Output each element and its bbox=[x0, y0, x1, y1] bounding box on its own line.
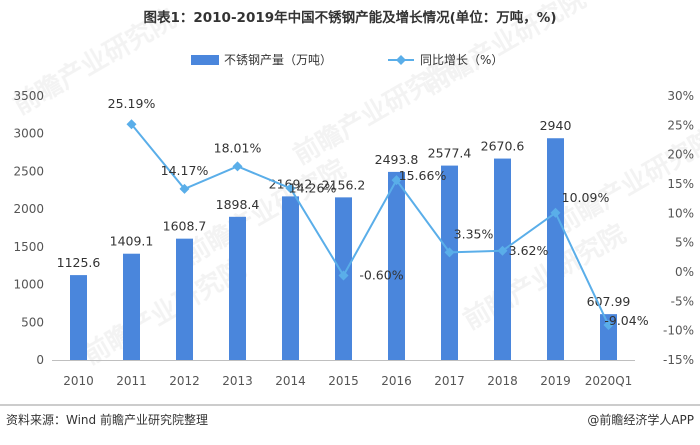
bar-data-label: 1608.7 bbox=[163, 219, 207, 234]
x-tick-label: 2011 bbox=[116, 374, 147, 388]
line-data-label: 3.62% bbox=[509, 243, 549, 258]
line-data-label: 14.26% bbox=[289, 180, 337, 195]
line-point bbox=[126, 119, 137, 130]
bar-data-label: 2493.8 bbox=[375, 152, 419, 167]
x-tick-label: 2019 bbox=[540, 374, 571, 388]
x-tick-label: 2010 bbox=[63, 374, 94, 388]
footer-source: 资料来源：Wind 前瞻产业研究院整理 bbox=[6, 412, 208, 427]
bar bbox=[547, 138, 564, 360]
line-point bbox=[391, 175, 402, 186]
bar-data-label: 607.99 bbox=[587, 294, 631, 309]
line-point bbox=[338, 270, 349, 281]
y-left-tick-label: 3000 bbox=[13, 127, 44, 141]
legend-bar-swatch bbox=[191, 55, 219, 65]
bar-data-label: 2940 bbox=[540, 118, 572, 133]
bar bbox=[388, 171, 405, 360]
line-data-label: -9.04% bbox=[604, 313, 648, 328]
bar-data-label: 1125.6 bbox=[57, 255, 101, 270]
line-point bbox=[603, 320, 614, 331]
line-data-labels: 25.19% 14.17% 18.01% 14.26% -0.60% 15.66% 3.35… bbox=[108, 96, 649, 328]
bar bbox=[176, 238, 193, 360]
line-series bbox=[126, 119, 614, 331]
line-point bbox=[232, 161, 243, 172]
bar-data-label: 1409.1 bbox=[110, 234, 154, 249]
bar-data-label: 2156.2 bbox=[322, 177, 366, 192]
line-data-label: 25.19% bbox=[108, 96, 156, 111]
x-tick-label: 2017 bbox=[434, 374, 465, 388]
y-left-tick-label: 3500 bbox=[13, 89, 44, 103]
legend: 不锈钢产量（万吨） 同比增长（%） bbox=[191, 53, 503, 67]
x-tick-label: 2014 bbox=[275, 374, 306, 388]
x-tick-label: 2018 bbox=[487, 374, 518, 388]
bar-series bbox=[70, 138, 617, 360]
bar bbox=[123, 253, 140, 360]
bar bbox=[229, 216, 246, 360]
footer-credit: @前瞻经济学人APP bbox=[587, 412, 694, 427]
line-data-label: 15.66% bbox=[399, 168, 447, 183]
y-right-tick-label: 0% bbox=[675, 265, 694, 279]
y-right-tick-label: 5% bbox=[675, 236, 694, 250]
line-data-label: 3.35% bbox=[454, 226, 494, 241]
y-right-axis: -15% -10% -5% 0% 5% 10% 15% 20% 25% 30% bbox=[663, 89, 694, 367]
y-right-tick-label: 30% bbox=[667, 89, 694, 103]
bar bbox=[494, 158, 511, 360]
y-left-tick-label: 500 bbox=[21, 315, 44, 329]
y-left-tick-label: 2500 bbox=[13, 164, 44, 178]
legend-bar-label: 不锈钢产量（万吨） bbox=[224, 53, 332, 67]
y-right-tick-label: 20% bbox=[667, 148, 694, 162]
line-data-label: 18.01% bbox=[214, 140, 262, 155]
bar-data-label: 2670.6 bbox=[481, 139, 525, 154]
bar bbox=[441, 165, 458, 360]
y-right-tick-label: 10% bbox=[667, 206, 694, 220]
bar-data-labels: 1125.61409.11608.71898.42169.22156.22493… bbox=[57, 118, 631, 309]
x-tick-label: 2013 bbox=[222, 374, 253, 388]
y-left-tick-label: 1500 bbox=[13, 240, 44, 254]
y-right-tick-label: -10% bbox=[663, 324, 694, 338]
x-tick-label: 2012 bbox=[169, 374, 200, 388]
line-point bbox=[497, 245, 508, 256]
watermark-logo: 前瞻产业研究院 bbox=[78, 253, 251, 371]
y-right-tick-label: -15% bbox=[663, 353, 694, 367]
line-point bbox=[444, 247, 455, 258]
bar-data-label: 2577.4 bbox=[428, 146, 472, 161]
x-tick-label: 2020Q1 bbox=[585, 374, 633, 388]
legend-line-marker bbox=[396, 55, 406, 65]
chart-title: 图表1：2010-2019年中国不锈钢产能及增长情况(单位：万吨，%) bbox=[143, 9, 556, 26]
line-data-label: 10.09% bbox=[562, 190, 610, 205]
x-tick-label: 2015 bbox=[328, 374, 359, 388]
y-right-tick-label: 15% bbox=[667, 177, 694, 191]
line-point bbox=[179, 183, 190, 194]
x-tick-label: 2016 bbox=[381, 374, 412, 388]
growth-line bbox=[130, 123, 610, 326]
footer-credit-text: @前瞻经济学人APP bbox=[587, 412, 694, 427]
bar-data-label: 1898.4 bbox=[216, 197, 260, 212]
y-left-axis: 0 500 1000 1500 2000 2500 3000 3500 bbox=[13, 89, 44, 367]
bar bbox=[282, 196, 299, 360]
line-point bbox=[550, 207, 561, 218]
line-point bbox=[285, 183, 296, 194]
x-axis: 2010 2011 2012 2013 2014 2015 2016 2017 2018 2019… bbox=[52, 360, 635, 388]
y-left-tick-label: 2000 bbox=[13, 202, 44, 216]
bar bbox=[70, 275, 87, 360]
y-right-tick-label: -5% bbox=[671, 294, 694, 308]
y-left-tick-label: 1000 bbox=[13, 278, 44, 292]
y-left-tick-label: 0 bbox=[36, 353, 44, 367]
legend-line-label: 同比增长（%） bbox=[420, 53, 503, 67]
line-data-label: 14.17% bbox=[161, 163, 209, 178]
line-data-label: -0.60% bbox=[359, 268, 403, 283]
y-right-tick-label: 25% bbox=[667, 118, 694, 132]
